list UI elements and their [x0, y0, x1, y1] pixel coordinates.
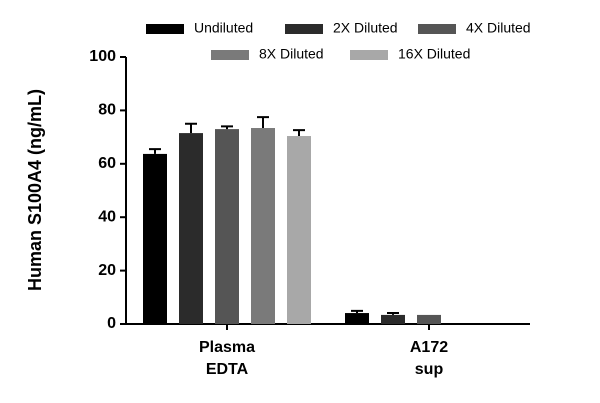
bar: [381, 314, 405, 324]
x-tick-label: A172: [410, 339, 448, 356]
error-bar: [387, 312, 399, 315]
error-bar: [351, 309, 363, 314]
error-bar: [293, 129, 305, 137]
error-bar: [257, 116, 269, 129]
y-axis-label: Human S100A4 (ng/mL): [25, 89, 45, 291]
legend-swatch: [418, 24, 456, 34]
y-tick-label: 60: [98, 155, 116, 172]
y-tick-label: 20: [98, 262, 116, 279]
legend-label: Undiluted: [194, 20, 253, 36]
legend-swatch: [350, 50, 388, 60]
bar: [215, 129, 239, 324]
y-tick-label: 0: [107, 315, 116, 332]
legend-label: 16X Diluted: [398, 46, 470, 62]
legend-label: 4X Diluted: [466, 20, 531, 36]
bar: [417, 314, 441, 324]
error-bar: [185, 122, 197, 134]
y-tick-label: 100: [89, 48, 116, 65]
legend-label: 8X Diluted: [259, 46, 324, 62]
legend-swatch: [146, 24, 184, 34]
x-tick-label: sup: [415, 361, 444, 378]
bar: [143, 153, 167, 324]
legend-swatch: [285, 24, 323, 34]
x-tick-label: Plasma: [199, 339, 255, 356]
bar: [287, 136, 311, 324]
y-tick-label: 80: [98, 102, 116, 119]
bar: [345, 313, 369, 324]
error-bar: [149, 148, 161, 154]
y-tick-label: 40: [98, 208, 116, 225]
bar: [179, 133, 203, 324]
error-bar: [221, 125, 233, 130]
legend-swatch: [211, 50, 249, 60]
legend-label: 2X Diluted: [333, 20, 398, 36]
bar: [251, 128, 275, 324]
x-tick-label: EDTA: [206, 361, 249, 378]
